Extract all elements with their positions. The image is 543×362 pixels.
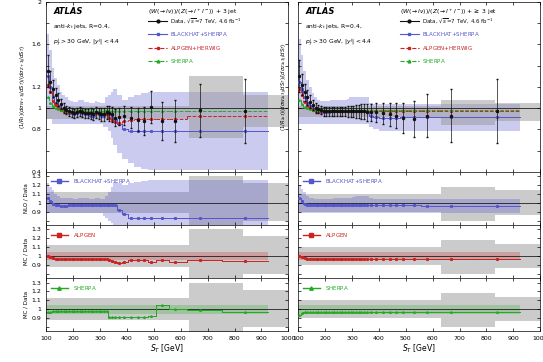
Text: Data, $\sqrt{s}$=7 TeV, 4.6 fb$^{-1}$: Data, $\sqrt{s}$=7 TeV, 4.6 fb$^{-1}$ [421, 16, 493, 25]
Text: anti-$k_t$ jets, R=0.4,: anti-$k_t$ jets, R=0.4, [305, 22, 363, 31]
Text: B$\rm{LACK}$H$\rm{AT}$+S$\rm{HERPA}$: B$\rm{LACK}$H$\rm{AT}$+S$\rm{HERPA}$ [325, 177, 383, 185]
Text: $p_T^j > 30$ GeV, $|y^j| < 4.4$: $p_T^j > 30$ GeV, $|y^j| < 4.4$ [53, 36, 121, 47]
X-axis label: $S_T$ [GeV]: $S_T$ [GeV] [402, 342, 436, 355]
Text: B$\rm{LACK}$H$\rm{AT}$+S$\rm{HERPA}$: B$\rm{LACK}$H$\rm{AT}$+S$\rm{HERPA}$ [73, 177, 131, 185]
Y-axis label: MC / Data: MC / Data [24, 291, 29, 318]
Text: Data, $\sqrt{s}$=7 TeV, 4.6 fb$^{-1}$: Data, $\sqrt{s}$=7 TeV, 4.6 fb$^{-1}$ [169, 16, 241, 25]
Text: B$\rm{LACK}$H$\rm{AT}$+S$\rm{HERPA}$: B$\rm{LACK}$H$\rm{AT}$+S$\rm{HERPA}$ [169, 30, 228, 38]
Text: S$\rm{HERPA}$: S$\rm{HERPA}$ [169, 57, 194, 65]
Text: S$\rm{HERPA}$: S$\rm{HERPA}$ [421, 57, 446, 65]
Text: anti-$k_t$ jets, R=0.4,: anti-$k_t$ jets, R=0.4, [53, 22, 111, 31]
Y-axis label: $(1/R_{\geq3})(d\sigma_{W\geq3j}/dS_T)/(d\sigma_{Z\geq3j}/dS_T)$: $(1/R_{\geq3})(d\sigma_{W\geq3j}/dS_T)/(… [280, 43, 291, 131]
Text: $(W(\to l\nu))/(Z(\to l^+l^-))$ + 3 jet: $(W(\to l\nu))/(Z(\to l^+l^-))$ + 3 jet [148, 7, 237, 17]
Y-axis label: MC / Data: MC / Data [24, 238, 29, 265]
Text: $p_T^j > 30$ GeV, $|y^j| < 4.4$: $p_T^j > 30$ GeV, $|y^j| < 4.4$ [305, 36, 372, 47]
X-axis label: $S_T$ [GeV]: $S_T$ [GeV] [150, 342, 184, 355]
Text: A$\rm{LPGEN}$+H$\rm{ERWIG}$: A$\rm{LPGEN}$+H$\rm{ERWIG}$ [169, 44, 220, 52]
Text: S$\rm{HERPA}$: S$\rm{HERPA}$ [325, 284, 349, 292]
Text: S$\rm{HERPA}$: S$\rm{HERPA}$ [73, 284, 97, 292]
Text: ATLAS: ATLAS [305, 7, 334, 16]
Y-axis label: $(1/R_3)(d\sigma_{W+3j}/dS_T)/(d\sigma_{Z+3j}/dS_T)$: $(1/R_3)(d\sigma_{W+3j}/dS_T)/(d\sigma_{… [18, 45, 29, 129]
Text: B$\rm{LACK}$H$\rm{AT}$+S$\rm{HERPA}$: B$\rm{LACK}$H$\rm{AT}$+S$\rm{HERPA}$ [421, 30, 479, 38]
Y-axis label: NLO / Data: NLO / Data [24, 184, 29, 213]
Text: A$\rm{LPGEN}$+H$\rm{ERWIG}$: A$\rm{LPGEN}$+H$\rm{ERWIG}$ [421, 44, 472, 52]
Text: A$\rm{LPGEN}$: A$\rm{LPGEN}$ [73, 231, 96, 239]
Text: $(W(\to l\nu))/(Z(\to l^+l^-)) + \geq$ 3 jet: $(W(\to l\nu))/(Z(\to l^+l^-)) + \geq$ 3… [400, 7, 497, 17]
Text: A$\rm{LPGEN}$: A$\rm{LPGEN}$ [325, 231, 348, 239]
Text: ATLAS: ATLAS [53, 7, 83, 16]
